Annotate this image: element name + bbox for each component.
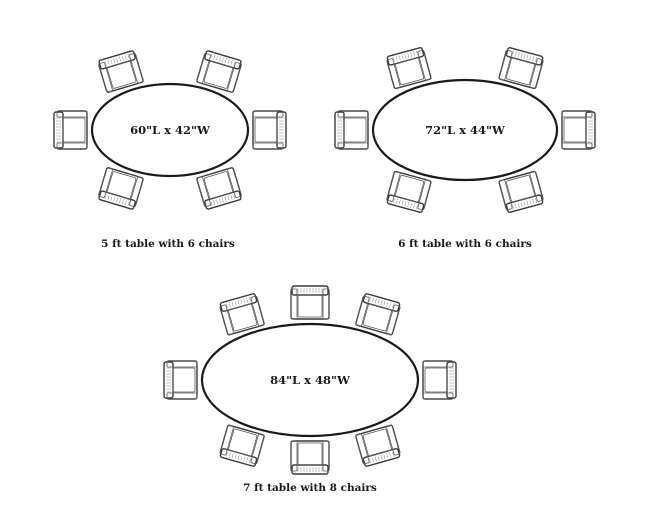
table-dimensions-label: 72"L x 44"W bbox=[425, 123, 506, 137]
chair-3 bbox=[196, 50, 242, 93]
chair-8 bbox=[219, 424, 265, 467]
table-dimensions-label: 84"L x 48"W bbox=[270, 373, 351, 387]
chair-6 bbox=[386, 170, 432, 213]
chair-6 bbox=[98, 167, 144, 210]
chair-1 bbox=[252, 110, 287, 150]
layout-7ft-table: 84"L x 48"W bbox=[163, 285, 457, 475]
chair-3 bbox=[498, 47, 544, 90]
chair-2 bbox=[334, 110, 369, 150]
table-dimensions-label: 60"L x 42"W bbox=[130, 123, 211, 137]
chair-4 bbox=[386, 47, 432, 90]
chair-7 bbox=[290, 440, 330, 475]
chair-1 bbox=[422, 360, 457, 400]
chair-6 bbox=[355, 424, 401, 467]
chair-1 bbox=[561, 110, 596, 150]
table-top bbox=[200, 322, 420, 438]
caption-6ft-table: 6 ft table with 6 chairs bbox=[398, 238, 532, 250]
layout-6ft-table: 72"L x 44"W bbox=[334, 47, 596, 213]
chair-5 bbox=[498, 170, 544, 213]
chair-5 bbox=[219, 293, 265, 336]
caption-5ft-table: 5 ft table with 6 chairs bbox=[101, 238, 235, 250]
chair-2 bbox=[163, 360, 198, 400]
chair-3 bbox=[355, 293, 401, 336]
table-top bbox=[371, 78, 559, 182]
table-top bbox=[90, 82, 250, 178]
chair-5 bbox=[196, 167, 242, 210]
chair-2 bbox=[53, 110, 88, 150]
caption-7ft-table: 7 ft table with 8 chairs bbox=[243, 482, 377, 494]
layout-5ft-table: 60"L x 42"W bbox=[53, 50, 287, 210]
chair-4 bbox=[98, 50, 144, 93]
chair-4 bbox=[290, 285, 330, 320]
